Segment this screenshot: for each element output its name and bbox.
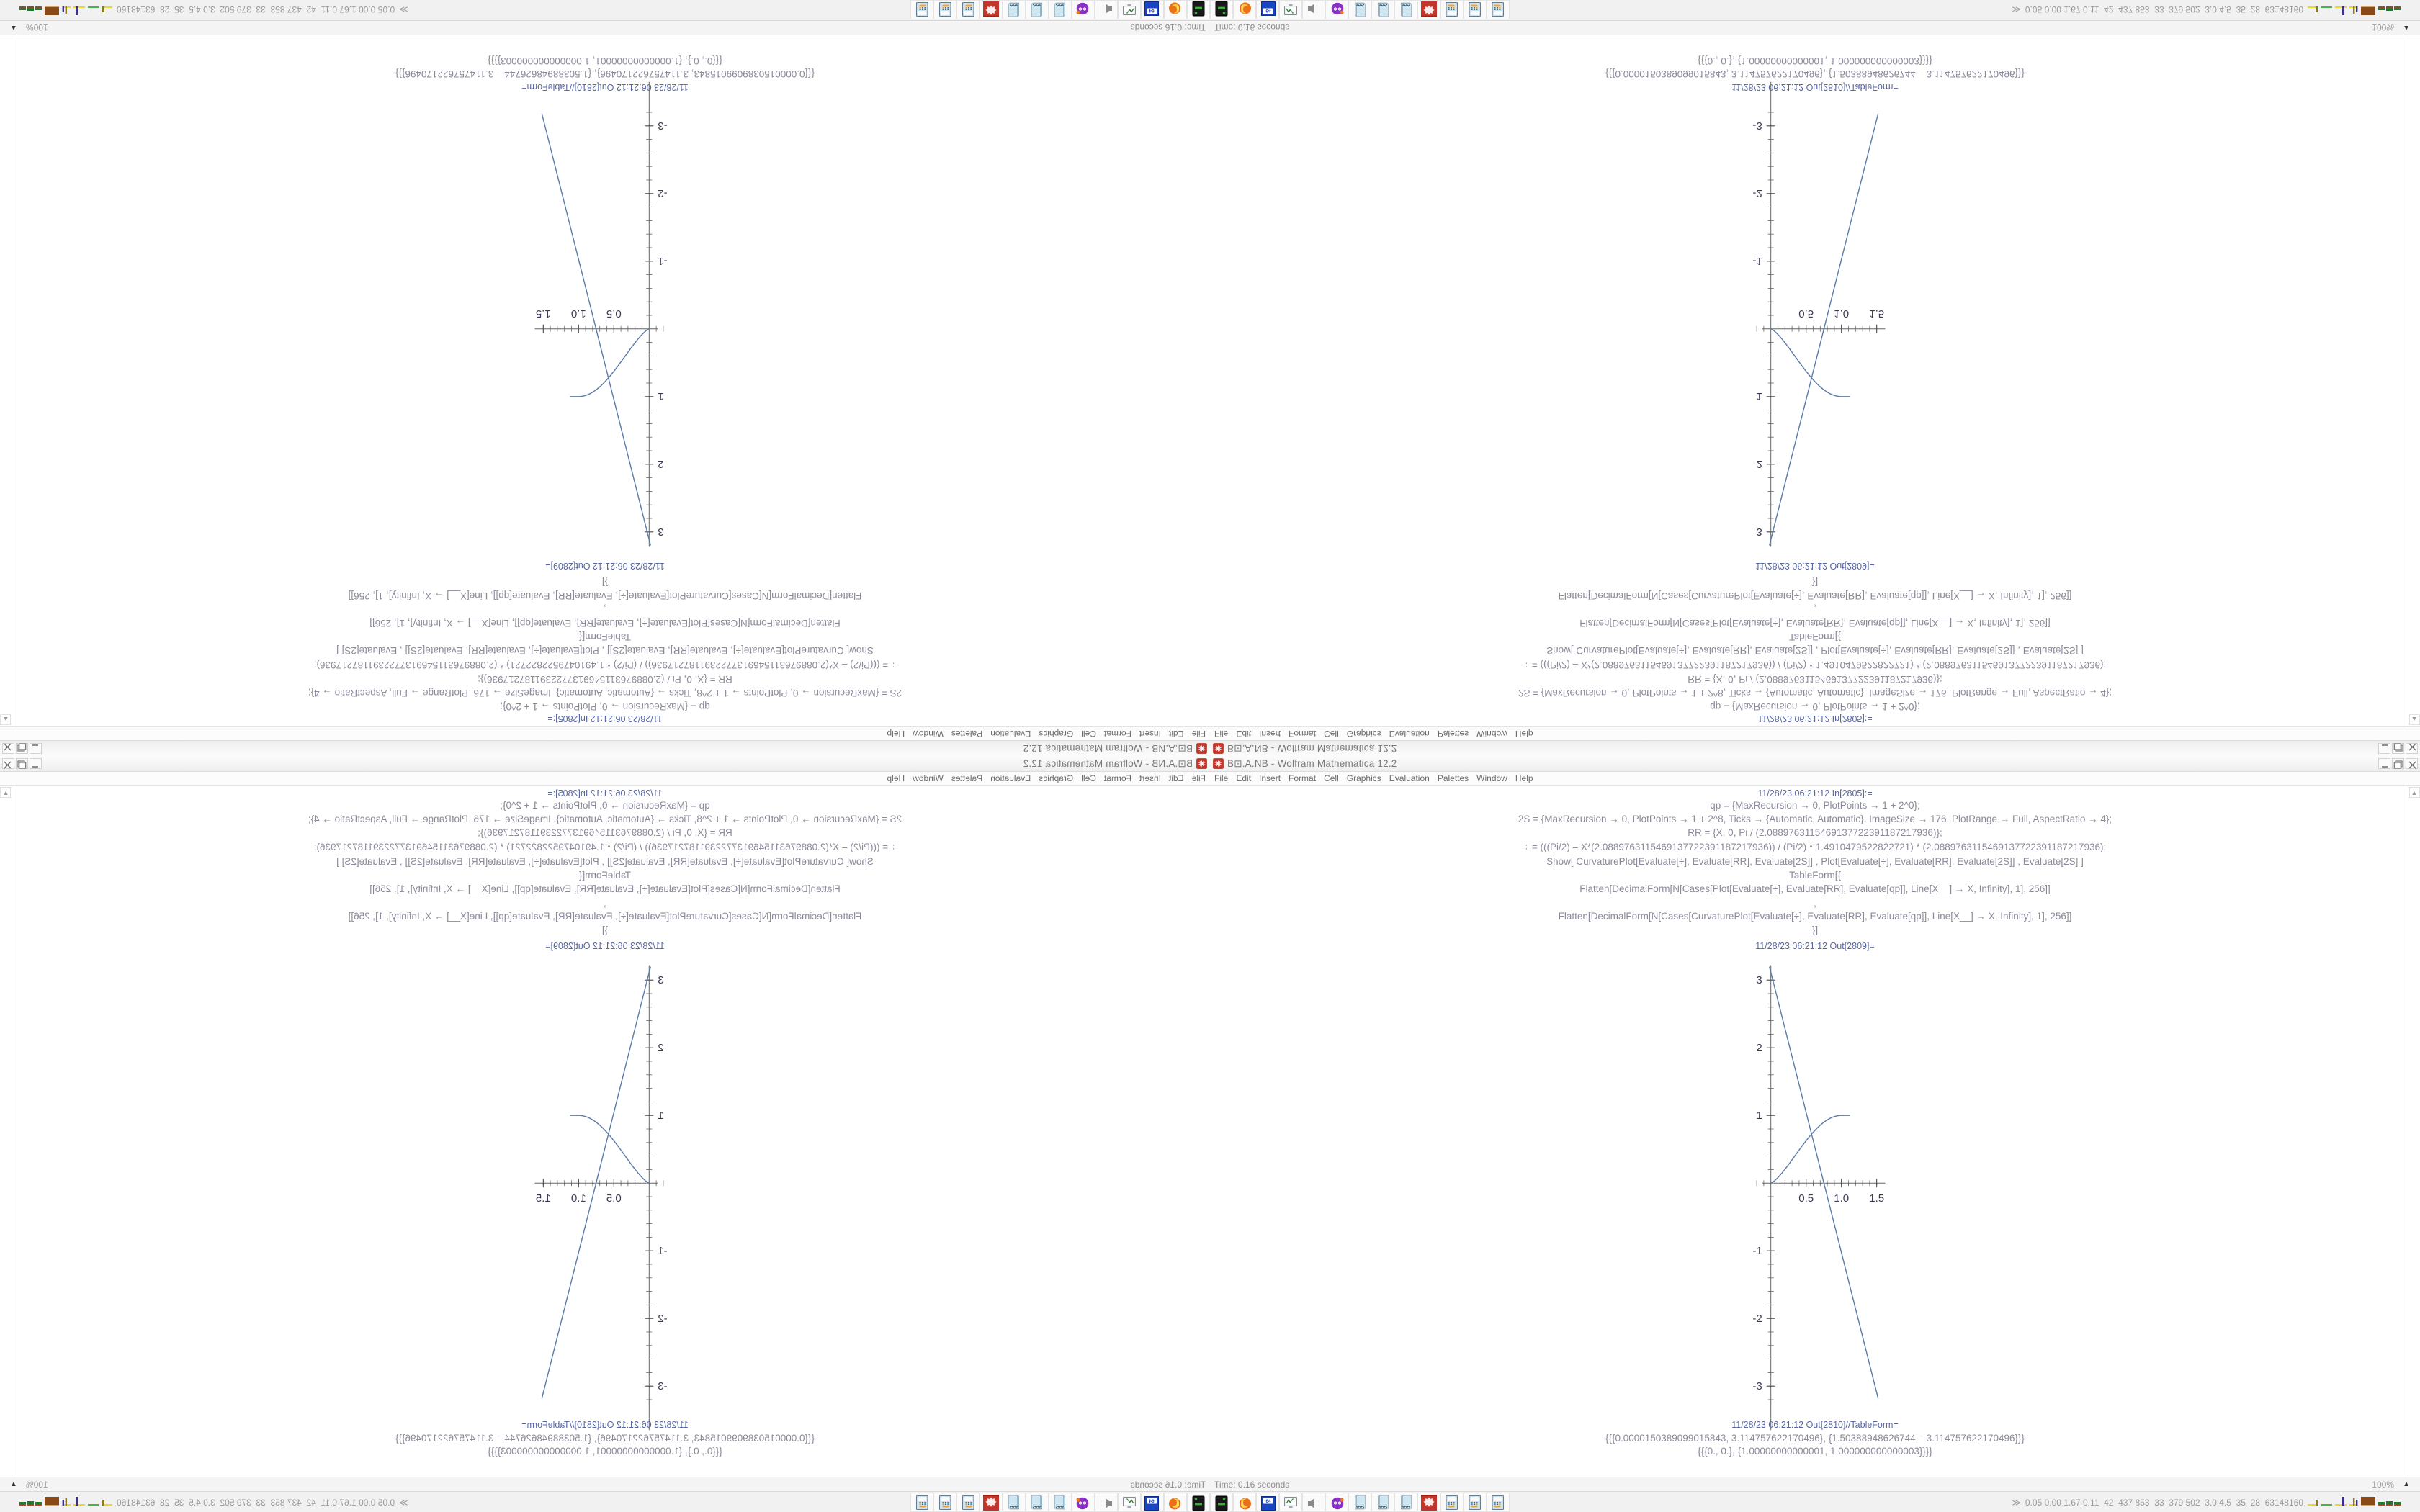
svg-text:-3: -3: [658, 1380, 667, 1392]
svg-text:2: 2: [1756, 1042, 1762, 1054]
svg-text:-3: -3: [1752, 120, 1762, 132]
svg-text:1: 1: [658, 390, 663, 402]
svg-text:3: 3: [658, 974, 663, 986]
svg-text:1: 1: [658, 1110, 663, 1122]
svg-text:0.5: 0.5: [1798, 1192, 1814, 1205]
svg-text:1.5: 1.5: [1869, 1192, 1884, 1205]
svg-text:-2: -2: [658, 1313, 667, 1325]
svg-text:-1: -1: [1752, 255, 1762, 267]
svg-text:64: 64: [1265, 9, 1271, 14]
svg-text:2: 2: [658, 458, 663, 470]
svg-text:-3: -3: [1752, 1380, 1762, 1392]
svg-text:1.5: 1.5: [1869, 307, 1884, 320]
svg-text:1: 1: [1756, 390, 1762, 402]
svg-text:-2: -2: [1752, 187, 1762, 199]
svg-text:2: 2: [658, 1042, 663, 1054]
svg-text:-2: -2: [658, 187, 667, 199]
svg-text:0.5: 0.5: [1798, 307, 1814, 320]
svg-text:1.0: 1.0: [571, 1192, 586, 1205]
svg-text:-1: -1: [658, 1245, 667, 1257]
svg-text:0.5: 0.5: [606, 307, 622, 320]
svg-text:3: 3: [1756, 526, 1762, 538]
svg-text:-1: -1: [1752, 1245, 1762, 1257]
svg-text:-2: -2: [1752, 1313, 1762, 1325]
svg-text:64: 64: [1149, 1499, 1155, 1504]
svg-text:1.0: 1.0: [571, 307, 586, 320]
svg-text:1.5: 1.5: [536, 1192, 551, 1205]
svg-text:64: 64: [1149, 9, 1155, 14]
svg-text:1.0: 1.0: [1834, 307, 1849, 320]
svg-text:1.0: 1.0: [1834, 1192, 1849, 1205]
svg-text:64: 64: [1265, 1499, 1271, 1504]
svg-text:-3: -3: [658, 120, 667, 132]
svg-text:0.5: 0.5: [606, 1192, 622, 1205]
svg-text:3: 3: [658, 526, 663, 538]
svg-text:1.5: 1.5: [536, 307, 551, 320]
svg-text:2: 2: [1756, 458, 1762, 470]
svg-text:3: 3: [1756, 974, 1762, 986]
svg-text:-1: -1: [658, 255, 667, 267]
svg-text:1: 1: [1756, 1110, 1762, 1122]
